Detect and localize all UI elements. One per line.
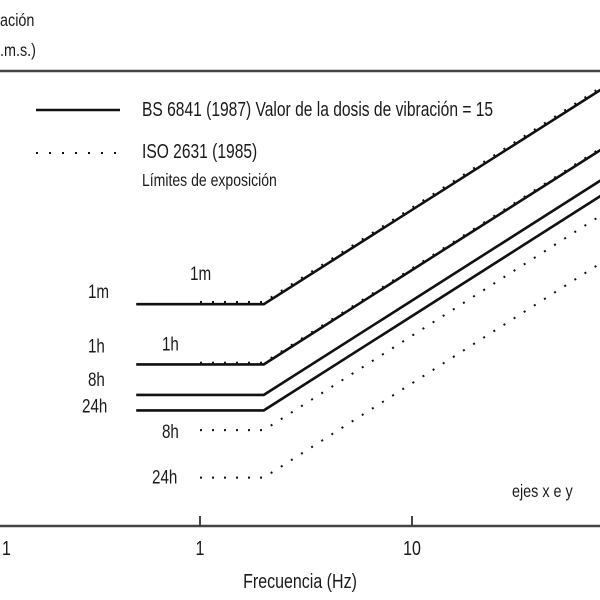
x-tick-label: 1 <box>196 537 205 559</box>
series-layer <box>136 86 600 479</box>
series-label-bs6841-1m: 1m <box>88 281 109 303</box>
series-line-bs6841-24h <box>136 194 600 412</box>
legend-sublabel-iso2631: Límites de exposición <box>142 170 277 190</box>
legend-label-bs6841: BS 6841 (1987) Valor de la dosis de vibr… <box>142 98 493 120</box>
series-line-bs6841-1h <box>136 148 600 366</box>
series-label-iso2631-24h: 24h <box>152 466 177 488</box>
x-tick-layer: 1 1 10 <box>2 516 421 559</box>
series-label-iso2631-1m: 1m <box>190 262 211 284</box>
series-label-bs6841-1h: 1h <box>88 335 105 357</box>
x-tick-label: 1 <box>2 537 11 559</box>
series-line-bs6841-8h <box>136 179 600 397</box>
series-line-bs6841-1m <box>136 88 600 306</box>
y-axis-label-line2: .m.s.) <box>0 41 36 61</box>
axes-annotation: ejes x e y <box>512 482 574 502</box>
series-label-iso2631-8h: 8h <box>162 420 179 442</box>
series-line-iso2631-8h <box>200 214 600 432</box>
series-label-bs6841-8h: 8h <box>88 368 105 390</box>
series-label-layer: 1m 1h 8h 24h 1m 1h 8h 24h <box>82 262 211 488</box>
y-axis-label-line1: ación <box>0 11 34 31</box>
series-line-iso2631-24h <box>200 262 600 479</box>
series-label-iso2631-1h: 1h <box>162 333 179 355</box>
x-axis-label: Frecuencia (Hz) <box>243 570 357 592</box>
series-label-bs6841-24h: 24h <box>82 395 107 417</box>
x-tick-label: 10 <box>403 537 421 559</box>
legend-label-iso2631: ISO 2631 (1985) <box>142 140 257 162</box>
